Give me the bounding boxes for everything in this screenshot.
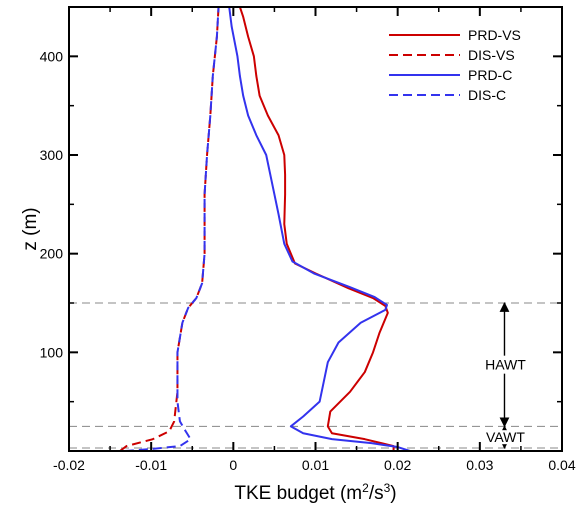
x-axis-label-suffix: ) bbox=[390, 483, 396, 504]
legend-label-prd-c: PRD-C bbox=[468, 67, 512, 83]
reference-lines bbox=[69, 302, 562, 449]
y-tick-label: 200 bbox=[40, 246, 64, 262]
y-axis-label: z (m) bbox=[20, 207, 41, 250]
x-axis-label-prefix: TKE budget (m bbox=[234, 483, 362, 504]
x-axis-label-mid: /s bbox=[369, 483, 384, 504]
y-tick-label: 300 bbox=[40, 147, 64, 163]
annotation-label-hawt: HAWT bbox=[485, 357, 526, 373]
legend-label-dis-vs: DIS-VS bbox=[468, 47, 515, 63]
legend-label-dis-c: DIS-C bbox=[468, 87, 506, 103]
series-layer bbox=[119, 7, 411, 451]
annotation-label-bg-hawt bbox=[478, 355, 531, 374]
axis-ticks: -0.02 -0.01 0 0.01 0.02 0.03 0.04 100 200 300 400 bbox=[40, 7, 576, 473]
x-axis-label-sup1: 2 bbox=[362, 481, 369, 495]
annotations: HAWT VAWT bbox=[478, 302, 531, 450]
x-tick-label: 0 bbox=[229, 457, 237, 473]
y-tick-label: 400 bbox=[40, 48, 64, 64]
x-axis-label-sup2: 3 bbox=[384, 481, 391, 495]
y-tick-label: 100 bbox=[40, 344, 64, 360]
x-tick-label: 0.03 bbox=[466, 457, 493, 473]
x-tick-label: 0.01 bbox=[302, 457, 329, 473]
series-line-prd-vs bbox=[238, 7, 395, 451]
series-line-prd-c bbox=[228, 7, 411, 451]
x-tick-label: -0.02 bbox=[53, 457, 85, 473]
x-tick-label: 0.02 bbox=[384, 457, 411, 473]
x-axis-label: TKE budget (m2/s3) bbox=[234, 481, 396, 504]
legend: PRD-VS DIS-VS PRD-C DIS-C bbox=[389, 27, 521, 103]
x-tick-label: -0.01 bbox=[135, 457, 167, 473]
series-line-dis-c bbox=[124, 7, 220, 451]
x-tick-label: 0.04 bbox=[548, 457, 575, 473]
legend-label-prd-vs: PRD-VS bbox=[468, 27, 521, 43]
annotation-label-vawt: VAWT bbox=[486, 429, 525, 445]
annotation-label-bg-vawt bbox=[478, 430, 531, 445]
